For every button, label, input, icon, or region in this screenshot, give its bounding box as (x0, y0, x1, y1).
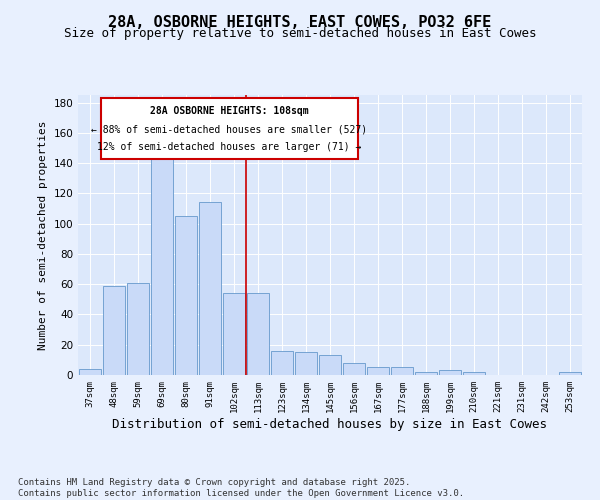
Bar (175, 216, 197, 375)
Bar (391, 368, 413, 375)
X-axis label: Distribution of semi-detached houses by size in East Cowes: Distribution of semi-detached houses by … (113, 418, 548, 430)
Bar (103, 286, 125, 375)
Bar (439, 370, 461, 375)
Bar (79, 369, 101, 375)
Bar (127, 282, 149, 375)
Bar (463, 372, 485, 375)
Text: 28A, OSBORNE HEIGHTS, EAST COWES, PO32 6FE: 28A, OSBORNE HEIGHTS, EAST COWES, PO32 6… (109, 15, 491, 30)
Text: 12% of semi-detached houses are larger (71) →: 12% of semi-detached houses are larger (… (97, 142, 361, 152)
Bar (559, 372, 581, 375)
Bar (199, 202, 221, 375)
Bar (271, 351, 293, 375)
Bar (295, 352, 317, 375)
Text: Contains HM Land Registry data © Crown copyright and database right 2025.
Contai: Contains HM Land Registry data © Crown c… (18, 478, 464, 498)
Bar (319, 356, 341, 375)
Bar (151, 146, 173, 375)
Bar (343, 363, 365, 375)
Y-axis label: Number of semi-detached properties: Number of semi-detached properties (38, 120, 48, 350)
Bar (367, 368, 389, 375)
Bar (415, 372, 437, 375)
Text: Size of property relative to semi-detached houses in East Cowes: Size of property relative to semi-detach… (64, 28, 536, 40)
FancyBboxPatch shape (101, 98, 358, 160)
Text: 28A OSBORNE HEIGHTS: 108sqm: 28A OSBORNE HEIGHTS: 108sqm (150, 106, 308, 116)
Bar (247, 294, 269, 375)
Text: ← 88% of semi-detached houses are smaller (527): ← 88% of semi-detached houses are smalle… (91, 125, 367, 135)
Bar (223, 294, 245, 375)
